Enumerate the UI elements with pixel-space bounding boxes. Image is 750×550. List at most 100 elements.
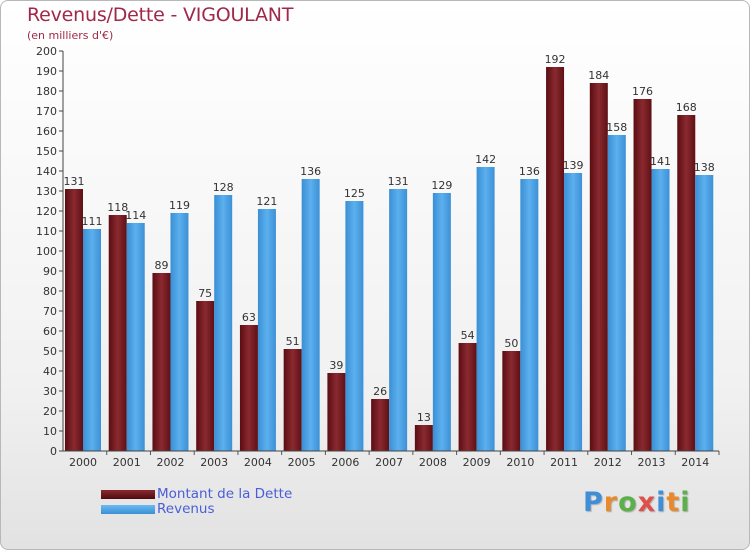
data-label-revenus-2012: 158: [606, 121, 627, 134]
bar-revenus-2005: [301, 179, 320, 451]
y-tick-label-50: 50: [43, 345, 57, 358]
bar-revenus-2004: [257, 209, 276, 451]
data-label-revenus-2004: 121: [256, 195, 277, 208]
bar-dette-2004: [239, 325, 258, 451]
x-tick-label-2001: 2001: [113, 456, 141, 469]
y-tick-label-0: 0: [50, 445, 57, 458]
bar-dette-2009: [458, 343, 477, 451]
data-label-dette-2003: 75: [198, 287, 212, 300]
y-tick-label-200: 200: [36, 45, 57, 58]
bar-revenus-2000: [83, 229, 101, 451]
y-tick-label-40: 40: [43, 365, 57, 378]
data-label-revenus-2007: 131: [388, 175, 409, 188]
bar-revenus-2010: [520, 179, 539, 451]
data-label-revenus-2003: 128: [213, 181, 234, 194]
data-label-dette-2004: 63: [242, 311, 256, 324]
x-tick-label-2002: 2002: [156, 456, 184, 469]
bar-revenus-2009: [476, 167, 495, 451]
bar-dette-2006: [327, 373, 346, 451]
legend-swatch-dette: [101, 490, 155, 499]
y-tick-label-90: 90: [43, 265, 57, 278]
x-tick-label-2004: 2004: [244, 456, 272, 469]
bar-dette-2002: [152, 273, 171, 451]
data-label-revenus-2011: 139: [563, 159, 584, 172]
data-label-revenus-2001: 114: [125, 209, 146, 222]
bar-dette-2011: [546, 67, 565, 451]
y-tick-label-100: 100: [36, 245, 57, 258]
data-label-revenus-2010: 136: [519, 165, 540, 178]
x-tick-label-2007: 2007: [375, 456, 403, 469]
data-label-revenus-2008: 129: [431, 179, 452, 192]
x-tick-label-2006: 2006: [331, 456, 359, 469]
data-label-dette-2009: 54: [461, 329, 475, 342]
y-tick-label-140: 140: [36, 165, 57, 178]
bar-dette-2013: [633, 99, 652, 451]
bar-revenus-2013: [651, 169, 670, 451]
bar-dette-2003: [196, 301, 215, 451]
y-tick-label-190: 190: [36, 65, 57, 78]
data-label-dette-2005: 51: [286, 335, 300, 348]
x-tick-label-2008: 2008: [419, 456, 447, 469]
data-label-dette-2001: 118: [107, 201, 128, 214]
data-label-revenus-2000: 111: [82, 215, 103, 228]
bar-dette-2014: [677, 115, 696, 451]
legend-item-revenus: Revenus: [101, 502, 292, 517]
bar-dette-2005: [283, 349, 302, 451]
y-tick-label-20: 20: [43, 405, 57, 418]
bar-revenus-2003: [214, 195, 233, 451]
y-tick-label-60: 60: [43, 325, 57, 338]
data-label-revenus-2009: 142: [475, 153, 496, 166]
axes-group: 2000 2001 2002 2003 2004 2005 2006 2007 2008 2009…: [36, 45, 720, 469]
y-tick-label-160: 160: [36, 125, 57, 138]
data-label-dette-2002: 89: [154, 259, 168, 272]
x-tick-label-2011: 2011: [550, 456, 578, 469]
chart-title: Revenus/Dette - VIGOULANT: [27, 4, 294, 26]
y-tick-label-170: 170: [36, 105, 57, 118]
data-label-dette-2008: 13: [417, 411, 431, 424]
data-label-dette-2012: 184: [588, 69, 609, 82]
bar-dette-2008: [414, 425, 433, 451]
x-tick-label-2012: 2012: [594, 456, 622, 469]
legend-label-revenus: Revenus: [157, 501, 215, 517]
y-tick-label-70: 70: [43, 305, 57, 318]
data-label-revenus-2014: 138: [694, 161, 715, 174]
x-tick-label-2009: 2009: [463, 456, 491, 469]
bar-dette-2001: [108, 215, 127, 451]
data-label-revenus-2013: 141: [650, 155, 671, 168]
data-label-dette-2014: 168: [676, 101, 697, 114]
y-tick-label-130: 130: [36, 185, 57, 198]
bar-revenus-2014: [695, 175, 714, 451]
x-tick-label-2003: 2003: [200, 456, 228, 469]
data-label-revenus-2002: 119: [169, 199, 190, 212]
bar-revenus-2012: [607, 135, 626, 451]
data-label-revenus-2006: 125: [344, 187, 365, 200]
legend-label-dette: Montant de la Dette: [157, 486, 293, 502]
bar-dette-2010: [502, 351, 521, 451]
y-tick-label-120: 120: [36, 205, 57, 218]
y-tick-label-80: 80: [43, 285, 57, 298]
x-tick-label-2013: 2013: [638, 456, 666, 469]
x-tick-label-2010: 2010: [506, 456, 534, 469]
data-label-dette-2011: 192: [545, 53, 566, 66]
legend: Montant de la Dette Revenus: [101, 487, 292, 517]
y-tick-label-110: 110: [36, 225, 57, 238]
bar-revenus-2007: [389, 189, 408, 451]
x-tick-label-2000: 2000: [69, 456, 97, 469]
bar-revenus-2011: [564, 173, 583, 451]
data-label-dette-2013: 176: [632, 85, 653, 98]
data-label-dette-2006: 39: [329, 359, 343, 372]
y-tick-label-180: 180: [36, 85, 57, 98]
bar-dette-2007: [371, 399, 390, 451]
chart-subtitle: (en milliers d'€): [27, 29, 114, 42]
data-label-dette-2007: 26: [373, 385, 387, 398]
y-tick-label-30: 30: [43, 385, 57, 398]
data-label-revenus-2005: 136: [300, 165, 321, 178]
legend-swatch-revenus: [101, 505, 155, 514]
y-tick-label-10: 10: [43, 425, 57, 438]
bar-revenus-2001: [126, 223, 145, 451]
data-label-dette-2010: 50: [504, 337, 518, 350]
proxiti-logo: Proxiti: [583, 487, 691, 518]
